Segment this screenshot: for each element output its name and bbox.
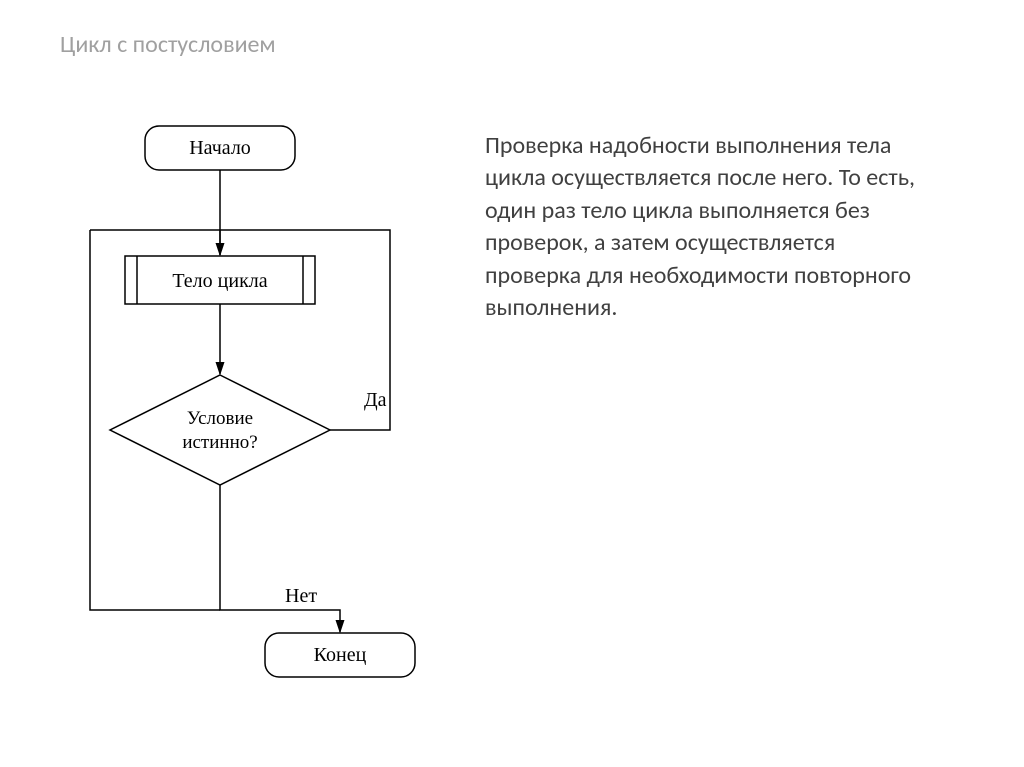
node-cond: Условие истинно? — [110, 375, 330, 485]
node-body: Тело цикла — [125, 256, 315, 304]
node-start: Начало — [145, 126, 295, 170]
node-start-label: Начало — [189, 137, 251, 159]
node-cond-label-2: истинно? — [182, 432, 257, 453]
edge-yes-label: Да — [364, 389, 387, 411]
description-text: Проверка надобности выполнения тела цикл… — [485, 130, 925, 324]
page-title: Цикл с постусловием — [60, 30, 276, 59]
node-end: Конец — [265, 633, 415, 677]
edge-no-label: Нет — [285, 585, 317, 607]
node-body-label: Тело цикла — [172, 270, 267, 292]
flowchart-area: Начало Тело цикла Условие истинно? Конец… — [60, 110, 460, 690]
node-cond-label-1: Условие — [187, 408, 253, 429]
node-end-label: Конец — [314, 644, 367, 666]
edge-cond-no — [220, 485, 340, 632]
